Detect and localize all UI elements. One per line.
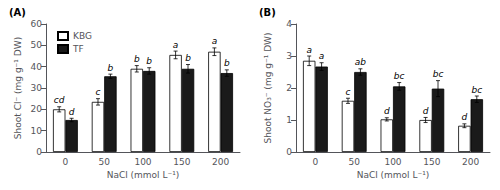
svg-text:a: a [212,36,218,46]
svg-text:b: b [146,56,152,66]
svg-text:a: a [173,40,179,50]
svg-text:0: 0 [36,147,42,157]
svg-text:50: 50 [348,157,360,167]
svg-text:c: c [96,87,101,97]
svg-text:2: 2 [286,83,292,93]
svg-text:150: 150 [173,157,190,167]
svg-text:bc: bc [433,69,444,79]
svg-text:bc: bc [471,85,482,95]
svg-text:b: b [185,53,191,63]
svg-text:30: 30 [31,83,43,93]
svg-text:200: 200 [462,157,479,167]
svg-text:b: b [108,63,114,73]
svg-text:4: 4 [286,19,292,29]
svg-text:d: d [69,107,75,117]
svg-text:Shoot NO₃⁻ (mg g⁻¹ DW): Shoot NO₃⁻ (mg g⁻¹ DW) [263,33,273,144]
svg-text:100: 100 [384,157,401,167]
svg-text:(B): (B) [259,7,276,18]
svg-text:60: 60 [31,19,43,29]
svg-text:20: 20 [31,104,43,114]
svg-text:NaCl (mmol L⁻¹): NaCl (mmol L⁻¹) [107,170,180,180]
svg-text:NaCl (mmol L⁻¹): NaCl (mmol L⁻¹) [357,170,430,180]
svg-text:150: 150 [423,157,440,167]
svg-text:d: d [462,112,468,122]
svg-text:0: 0 [63,157,69,167]
svg-text:1: 1 [286,115,292,125]
svg-text:cd: cd [54,95,65,105]
svg-text:3: 3 [286,51,292,61]
svg-text:bc: bc [394,71,405,81]
svg-text:0: 0 [313,157,319,167]
svg-text:b: b [224,58,230,68]
svg-text:KBG: KBG [73,31,92,41]
svg-text:c: c [346,87,351,97]
svg-text:50: 50 [98,157,110,167]
svg-text:TF: TF [72,44,84,54]
svg-text:0: 0 [286,147,292,157]
svg-text:ab: ab [355,57,367,67]
svg-text:d: d [384,106,390,116]
svg-text:(A): (A) [9,7,26,18]
svg-text:10: 10 [31,126,43,136]
svg-text:40: 40 [31,62,43,72]
svg-text:a: a [306,45,312,55]
svg-text:b: b [134,54,140,64]
svg-text:100: 100 [134,157,151,167]
svg-text:d: d [423,106,429,116]
svg-text:200: 200 [212,157,229,167]
svg-text:Shoot Cl⁻ (mg g⁻¹ DW): Shoot Cl⁻ (mg g⁻¹ DW) [13,37,23,139]
svg-text:a: a [319,51,325,61]
svg-text:50: 50 [31,40,43,50]
